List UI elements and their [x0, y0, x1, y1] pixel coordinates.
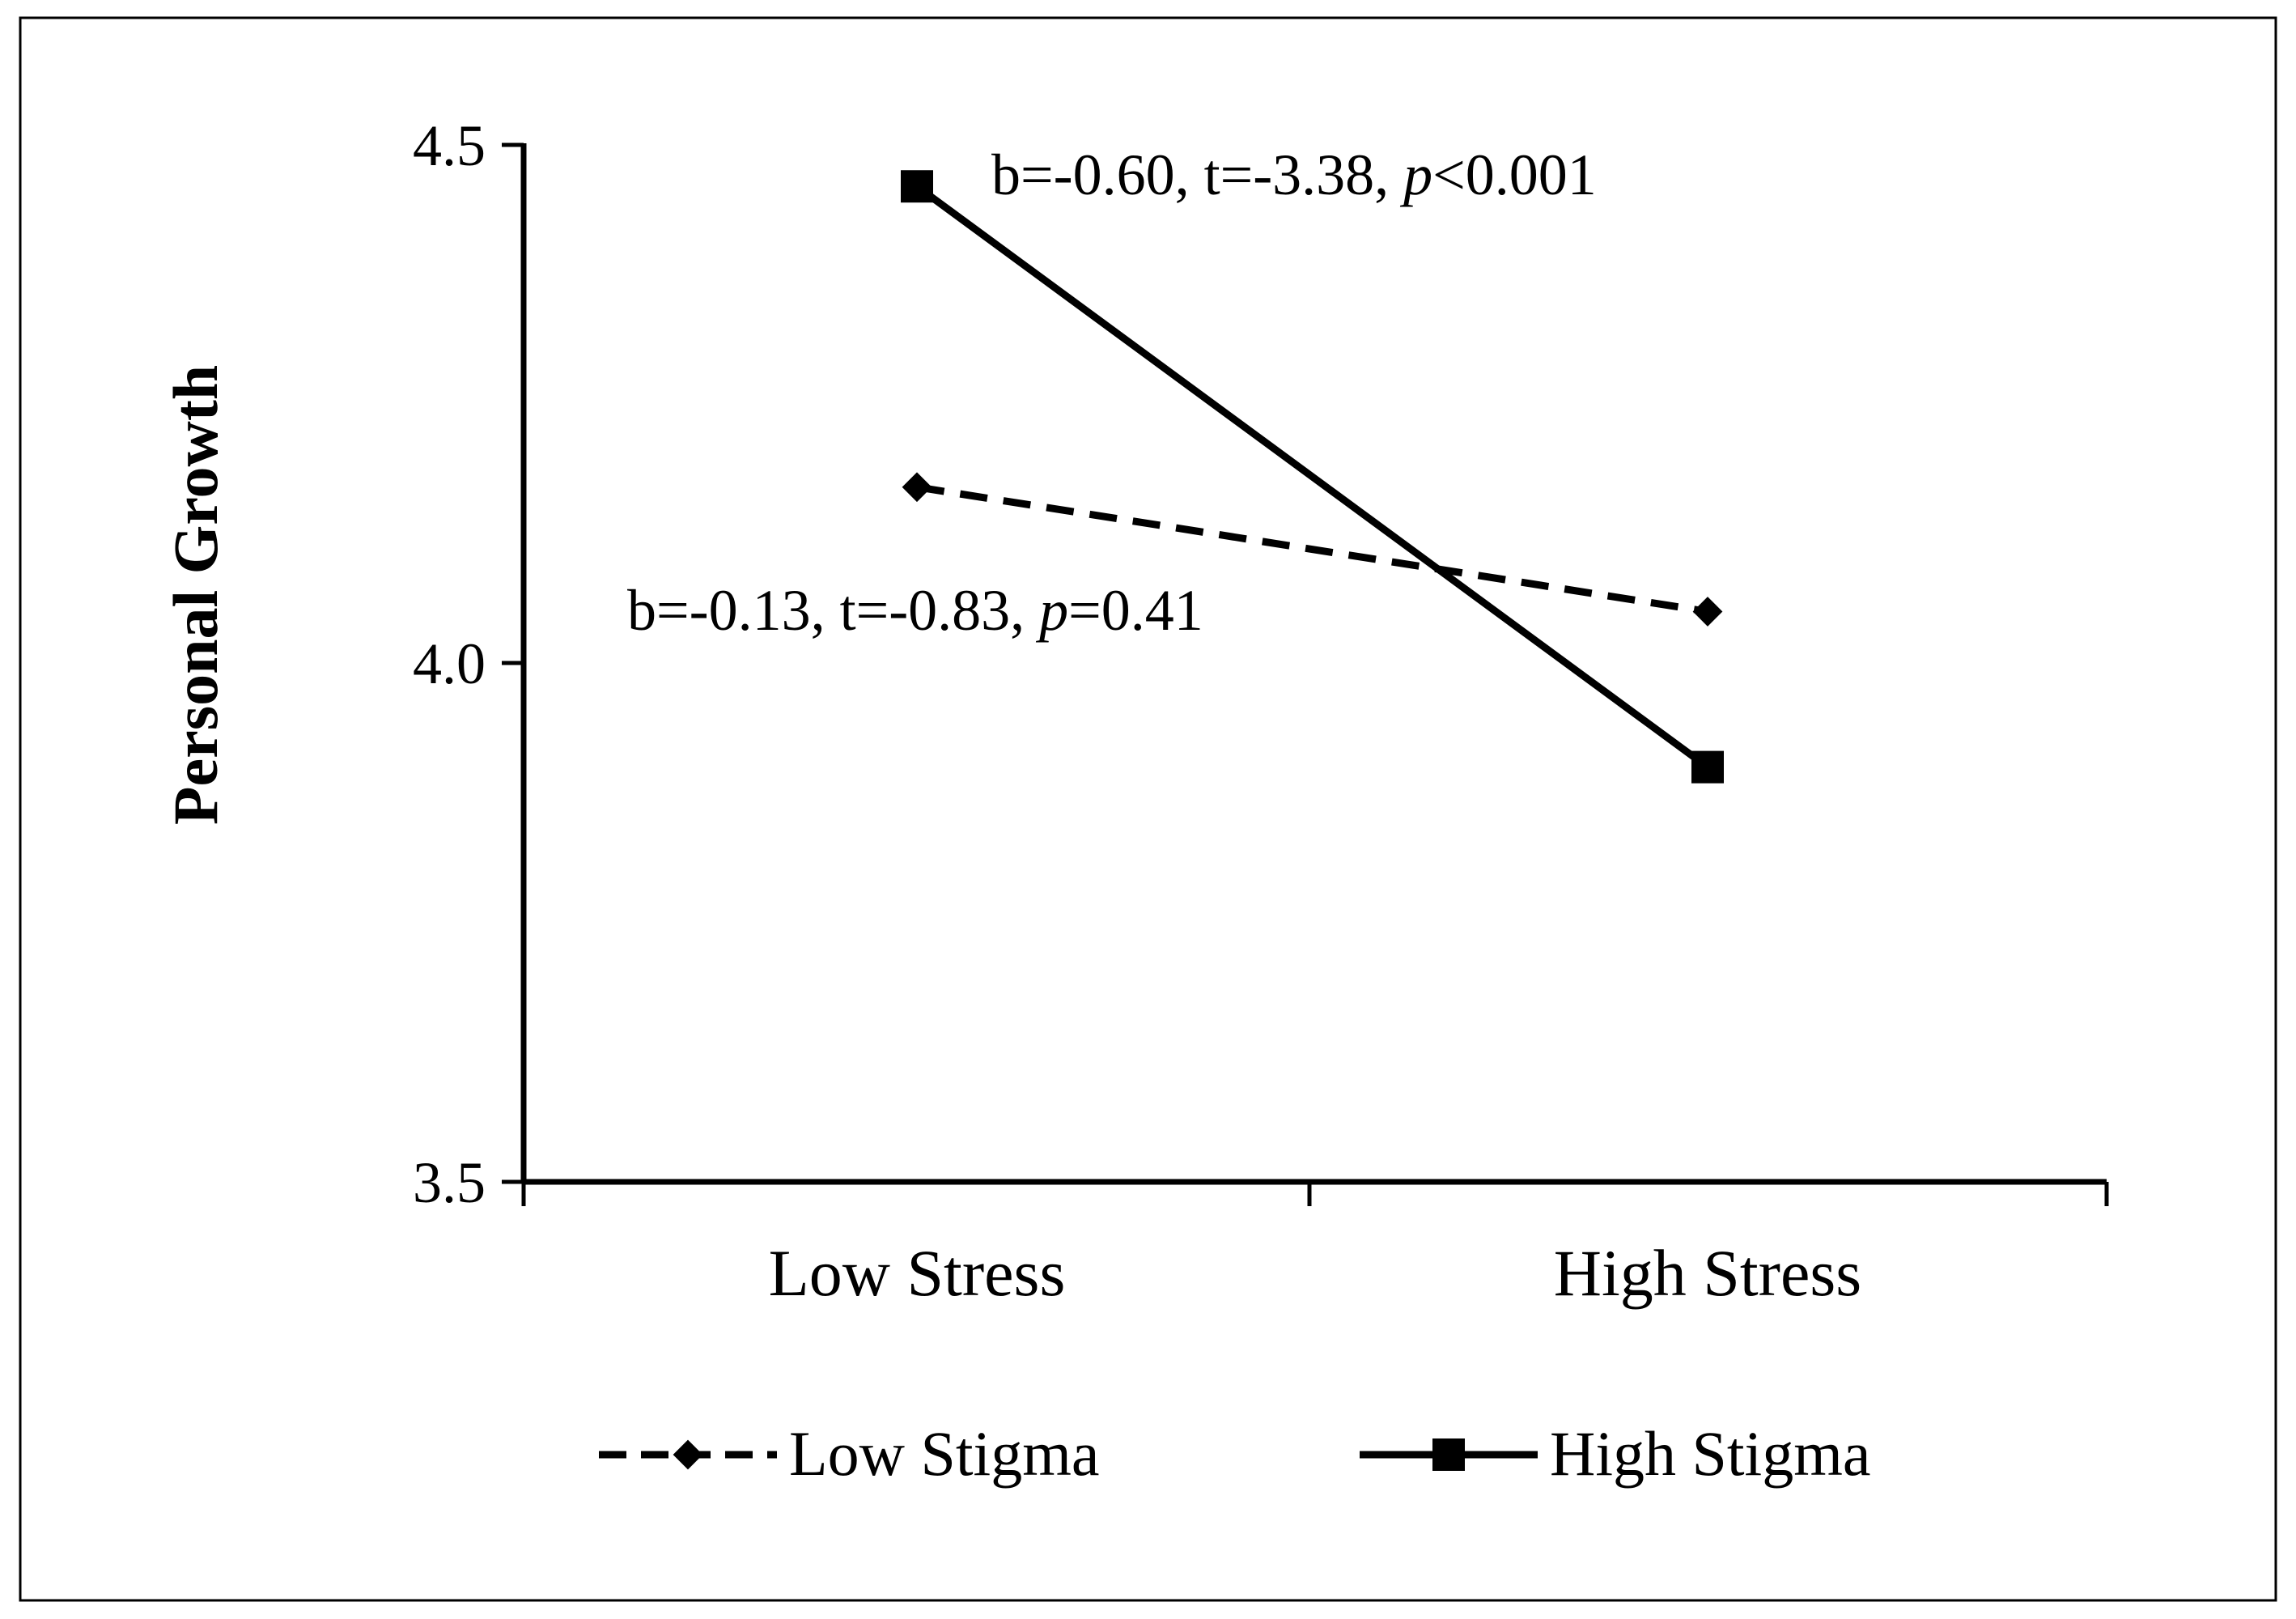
y-tick-label: 4.0 [413, 631, 486, 696]
chart-frame [19, 16, 2277, 1602]
series-line-high-stigma [915, 183, 1710, 771]
data-point-low-stigma-high-stress [1692, 597, 1723, 627]
y-tick-label: 4.5 [413, 113, 486, 178]
y-tick-label: 3.5 [413, 1150, 486, 1215]
legend-marker-square-icon [1432, 1438, 1465, 1471]
data-point-high-stigma-high-stress [1691, 750, 1724, 784]
annotation-low-stigma: b=-0.13, t=-0.83, p=0.41 [627, 578, 1203, 643]
series-line-low-stigma [916, 483, 1708, 615]
y-axis-title: Personal Growth [160, 365, 231, 825]
data-point-low-stigma-low-stress [902, 472, 932, 503]
legend-label-low-stigma: Low Stigma [789, 1418, 1100, 1489]
legend-marker-diamond-icon [673, 1439, 703, 1470]
x-tick-label: Low Stress [769, 1236, 1066, 1310]
x-tick-label: High Stress [1554, 1236, 1861, 1310]
legend-label-high-stigma: High Stigma [1550, 1418, 1871, 1489]
annotation-high-stigma: b=-0.60, t=-3.38, p<0.001 [991, 142, 1597, 207]
legend: Low Stigma High Stigma [599, 1418, 1871, 1489]
data-point-high-stigma-low-stress [901, 170, 933, 203]
